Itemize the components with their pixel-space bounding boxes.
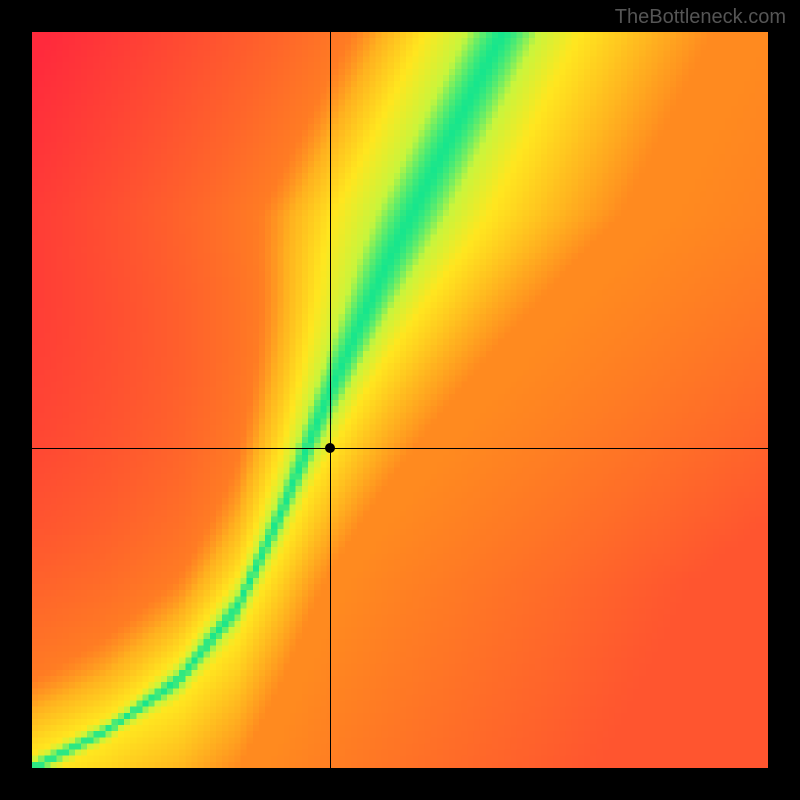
crosshair-marker xyxy=(325,443,335,453)
heatmap-plot xyxy=(32,32,768,768)
crosshair-vertical xyxy=(330,32,331,768)
heatmap-canvas xyxy=(32,32,768,768)
watermark-text: TheBottleneck.com xyxy=(615,6,786,29)
crosshair-horizontal xyxy=(32,448,768,449)
chart-container: TheBottleneck.com xyxy=(0,0,800,800)
